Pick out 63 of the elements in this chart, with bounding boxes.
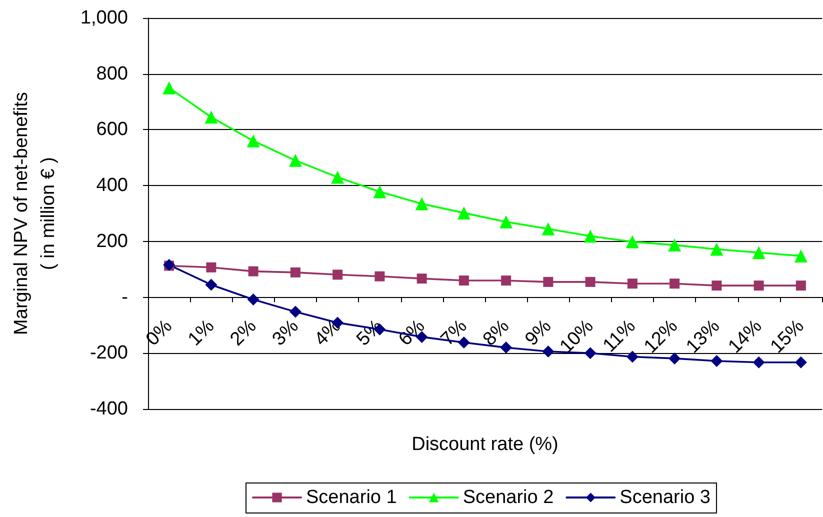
- point: [585, 276, 596, 287]
- x-tick-label: 11%: [599, 316, 640, 357]
- point: [794, 249, 808, 262]
- x-tick-label: 2%: [226, 316, 261, 350]
- point: [204, 110, 218, 124]
- y-tick-label: 800: [96, 63, 128, 84]
- point: [246, 134, 260, 148]
- point: [162, 81, 176, 94]
- point: [500, 215, 513, 228]
- point: [584, 230, 597, 243]
- x-tick-label: 7%: [437, 316, 472, 350]
- point: [668, 352, 681, 364]
- y-tick-label: 600: [96, 119, 128, 140]
- x-tick-label: 3%: [268, 316, 303, 350]
- point: [626, 350, 638, 363]
- point: [501, 276, 512, 286]
- legend-label: Scenario 2: [462, 487, 554, 508]
- point: [670, 278, 680, 289]
- x-tick-label: 10%: [556, 316, 598, 358]
- point: [415, 197, 428, 210]
- x-tick-label: 6%: [394, 316, 430, 350]
- legend-label: Scenario 3: [620, 487, 711, 508]
- x-tick-label: 0%: [142, 316, 177, 350]
- point: [247, 294, 260, 306]
- point: [374, 271, 385, 282]
- x-tick-label: 1%: [184, 316, 219, 350]
- point: [416, 274, 427, 284]
- point: [458, 276, 469, 286]
- point: [331, 170, 344, 184]
- point: [668, 238, 682, 252]
- point: [288, 154, 302, 167]
- y-axis-title: Marginal NPV of net-benefits ( in million € ): [11, 92, 59, 335]
- point: [626, 235, 639, 248]
- point: [542, 345, 554, 358]
- point: [754, 280, 764, 291]
- point: [796, 280, 806, 291]
- point: [794, 356, 807, 368]
- point: [710, 354, 723, 367]
- x-tick-label: 9%: [521, 316, 556, 350]
- y-tick-label: -200: [90, 342, 128, 364]
- x-tick-label: 8%: [479, 316, 514, 350]
- y-tick-label: 1,000: [80, 8, 128, 28]
- point: [373, 185, 386, 198]
- point: [332, 270, 343, 280]
- y-tick-label: -400: [90, 398, 128, 420]
- point: [752, 356, 765, 368]
- point: [627, 278, 638, 289]
- point: [457, 206, 470, 220]
- legend-label: Scenario 1: [306, 487, 397, 508]
- point: [248, 266, 258, 276]
- point: [752, 246, 766, 260]
- point: [206, 262, 216, 272]
- point: [542, 222, 555, 236]
- point: [290, 267, 300, 278]
- y-tick-label: 200: [96, 230, 128, 252]
- y-tick-label: -: [122, 286, 128, 308]
- point: [710, 242, 724, 256]
- point: [289, 306, 302, 318]
- point: [543, 276, 554, 287]
- point: [712, 280, 722, 291]
- y-tick-label: 400: [96, 175, 128, 196]
- x-axis-title: Discount rate (%): [412, 434, 558, 455]
- point: [205, 278, 218, 291]
